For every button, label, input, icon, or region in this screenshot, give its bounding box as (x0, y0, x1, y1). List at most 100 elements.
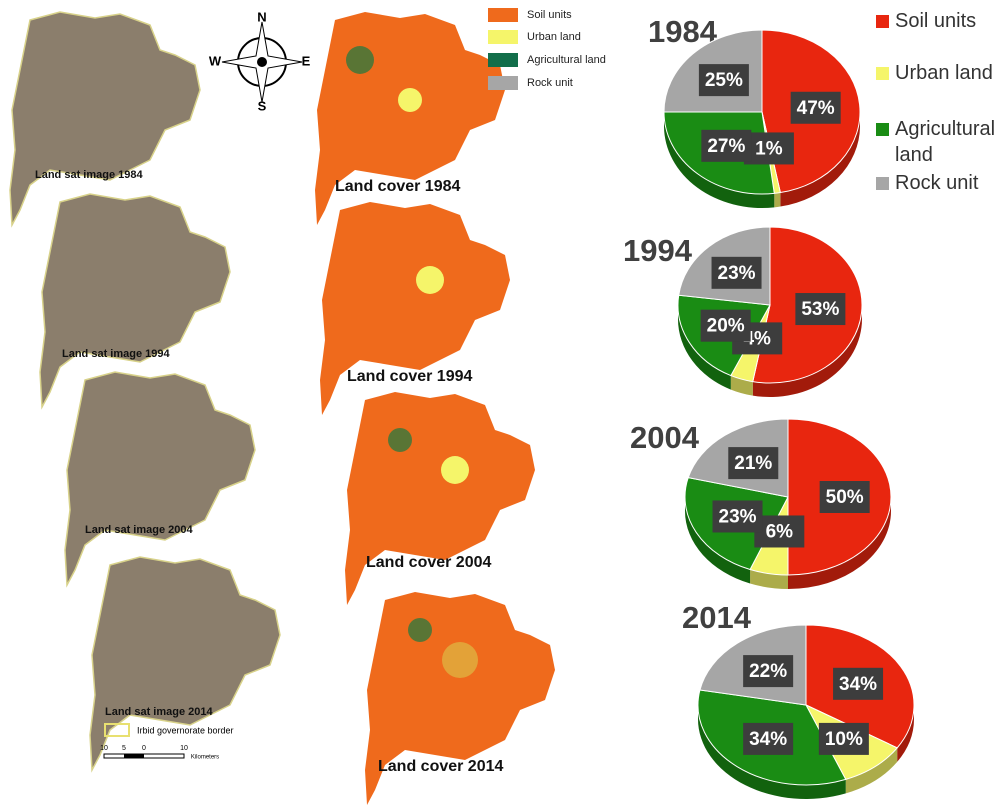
value-label: 22% (749, 661, 787, 682)
compass-w: W (209, 53, 222, 68)
pie-title: 2004 (630, 420, 700, 455)
value-label-box (743, 722, 794, 755)
map-label: Land cover 2004 (366, 554, 492, 571)
value-label-box (712, 500, 763, 533)
value-label: 1% (755, 138, 783, 159)
value-label-box (790, 91, 841, 124)
pie-side (678, 305, 731, 390)
value-label: 53% (801, 299, 839, 320)
value-label: 50% (826, 487, 864, 508)
legend-swatch (876, 67, 889, 80)
scale-label: 10 (100, 745, 108, 752)
value-label: 21% (734, 453, 772, 474)
legend-label: Urban land (527, 31, 581, 43)
map-label: Land cover 1994 (347, 368, 473, 385)
compass: N S W E (209, 9, 311, 113)
value-label-box (754, 515, 805, 548)
map-label: Land sat image 2014 (105, 706, 213, 718)
value-label-box (711, 256, 762, 289)
value-label-box (700, 309, 751, 342)
scale-bar: 10 5 0 10 Kilometers (100, 745, 219, 761)
legend-swatch (488, 30, 518, 44)
legend-item: Soil units (876, 8, 1006, 34)
pie-side (698, 705, 846, 800)
value-label: 27% (707, 136, 745, 157)
legend-label: Agricultural land (527, 54, 606, 66)
legend-label: Urban land (895, 62, 993, 84)
value-label-box (701, 129, 752, 162)
value-label: 34% (749, 729, 787, 750)
value-label-box (819, 481, 870, 513)
value-label-box (833, 667, 884, 700)
compass-s: S (258, 98, 267, 113)
urban-patch (398, 88, 422, 112)
legend-swatch (488, 8, 518, 22)
value-label: 20% (707, 316, 745, 337)
scale-label: 5 (122, 745, 126, 752)
satellite-map (9, 11, 201, 226)
legend-label: Soil units (527, 9, 572, 21)
legend-label: Rock unit (527, 77, 573, 89)
scale-unit: Kilometers (191, 755, 219, 761)
value-label-box (795, 293, 846, 326)
map-label: Land sat image 2004 (85, 524, 193, 536)
pie-side (750, 569, 788, 589)
agri-patch (388, 428, 412, 452)
pie-side (780, 112, 860, 207)
pie-side (774, 192, 781, 208)
compass-e: E (302, 53, 311, 68)
scale-bar-fill (124, 754, 144, 758)
map-label: Land cover 2014 (378, 758, 504, 775)
value-label: 34% (839, 674, 877, 695)
satellite-maps (9, 11, 281, 771)
cover-labels: Land cover 1984 Land cover 1994 Land cov… (335, 178, 504, 775)
legend-swatch (876, 177, 889, 190)
legend-swatch (488, 53, 518, 67)
scale-label: 10 (180, 745, 188, 752)
agri-patch (346, 46, 374, 74)
legend-swatch (488, 76, 518, 90)
pie-side (788, 497, 891, 589)
value-label-box (728, 447, 779, 480)
legend-item: Agricultural land (876, 116, 1006, 168)
map-label: Land sat image 1984 (35, 169, 143, 181)
legend-swatch (876, 15, 889, 28)
value-label: 10% (825, 729, 863, 750)
pie-title: 1984 (648, 14, 718, 49)
compass-n: N (257, 9, 266, 24)
value-label: 25% (705, 70, 743, 91)
legend-label: Rock unit (895, 172, 979, 194)
border-label: Irbid governorate border (137, 725, 234, 735)
agri-patch (408, 618, 432, 642)
value-label-box (743, 655, 794, 688)
pie-side (897, 705, 914, 762)
value-label-box (818, 722, 869, 755)
map-patches (346, 46, 478, 678)
border-legend: Irbid governorate border (104, 723, 234, 737)
pie-side (664, 112, 775, 208)
urban-patch (441, 456, 469, 484)
value-label-box (743, 132, 794, 165)
pie-side (845, 747, 898, 794)
border-swatch (104, 723, 130, 737)
satellite-map (89, 556, 281, 771)
legend-swatch (876, 123, 889, 136)
urban-patch (442, 642, 478, 678)
legend-item: Rock unit (876, 170, 1006, 196)
value-label: 23% (719, 506, 757, 527)
value-label: 23% (718, 263, 756, 284)
map-label: Land sat image 1994 (62, 348, 170, 360)
legend-label: Soil units (895, 10, 977, 32)
cover-maps (315, 12, 555, 805)
cover-map (345, 392, 535, 605)
satellite-map (64, 371, 256, 586)
compass-center (257, 57, 267, 67)
pie-side (685, 497, 751, 584)
pie-side (752, 305, 862, 397)
pie-title: 2014 (682, 600, 752, 635)
map-label: Land cover 1984 (335, 178, 461, 195)
map-legend: Soil units Urban land Agricultural land … (488, 8, 606, 90)
urban-patch (416, 266, 444, 294)
